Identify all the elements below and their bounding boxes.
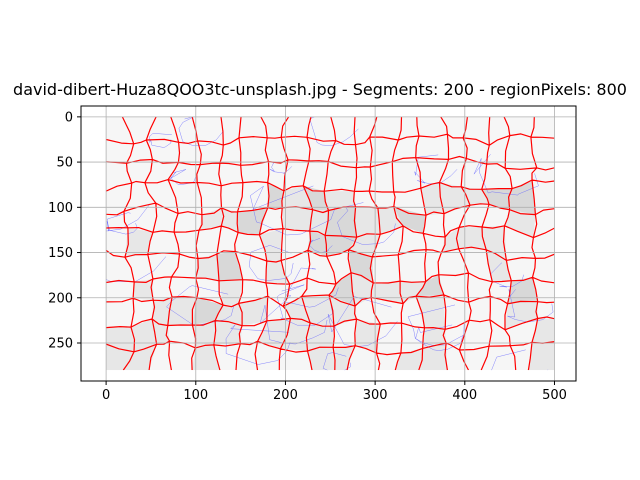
segment-cell (504, 209, 536, 238)
contour-line (309, 116, 359, 146)
segment-cell (348, 234, 381, 257)
segment-cell (216, 251, 243, 281)
y-tick-label: 200 (48, 291, 73, 306)
segment-cell (329, 295, 357, 327)
segment-cell (123, 344, 157, 371)
contour-line (489, 262, 524, 288)
segment-cell (303, 185, 329, 211)
segment-cell (213, 320, 243, 345)
segment-cell (439, 182, 470, 214)
segment-cell (325, 206, 357, 238)
segment-cell (192, 320, 216, 348)
segment-cell (415, 274, 444, 297)
contour-line (225, 324, 291, 365)
segment-cell (395, 348, 423, 371)
segment-boundary-lines (106, 116, 555, 371)
segment-cell (528, 341, 555, 371)
segmented-image (106, 116, 555, 371)
segment-cell (192, 344, 220, 371)
axes: 0 100 200 300 400 500 0 50 100 150 200 250 (48, 105, 577, 403)
x-tick-label: 400 (452, 388, 477, 403)
segment-cell (482, 225, 507, 261)
segment-cell (257, 318, 291, 349)
contour-line (166, 285, 235, 326)
x-tick-label: 0 (102, 388, 110, 403)
segment-cell (325, 235, 357, 257)
grid-lines (81, 106, 576, 381)
segment-cell (355, 319, 381, 354)
segment-cell (167, 297, 197, 326)
segment-cell (355, 206, 381, 238)
segment-cell (221, 207, 239, 233)
contour-line (106, 256, 167, 282)
segment-cell (531, 318, 555, 343)
contour-line (106, 203, 151, 232)
contour-line (250, 185, 336, 236)
y-tick-label: 50 (56, 156, 73, 171)
segment-cell (192, 297, 224, 326)
x-tick-label: 100 (183, 388, 208, 403)
segment-cell (219, 279, 243, 306)
segment-cell (309, 209, 329, 236)
contour-line (414, 154, 458, 185)
segment-cell (152, 297, 173, 326)
contour-line (309, 237, 333, 254)
x-tick-label: 500 (542, 388, 567, 403)
y-tick-label: 0 (65, 110, 73, 125)
segment-cell (481, 188, 513, 210)
segment-cell (265, 260, 290, 285)
contour-line (415, 324, 463, 351)
contour-line (337, 202, 396, 245)
x-tick-label: 200 (273, 388, 298, 403)
segment-cell (348, 249, 374, 283)
segment-cell (282, 207, 313, 232)
segment-cell (238, 296, 268, 326)
chart-title: david-dibert-Huza8QOO3tc-unsplash.jpg - … (13, 80, 627, 99)
y-tick-label: 100 (48, 201, 73, 216)
contour-line (248, 245, 294, 281)
y-tick-label: 150 (48, 246, 73, 261)
segment-cell (393, 206, 426, 234)
segment-cell (124, 227, 153, 258)
segment-cell (198, 207, 222, 231)
contour-line (259, 295, 328, 345)
segment-cell (458, 227, 487, 250)
segment-boundaries (106, 116, 555, 371)
contour-line (106, 212, 138, 235)
segment-cell (307, 347, 335, 371)
axes-frame (80, 105, 577, 382)
contour-line (491, 349, 549, 371)
segment-cell (441, 227, 460, 253)
segment-cell (131, 319, 157, 352)
contour-line (276, 284, 333, 326)
segment-cell (307, 322, 334, 352)
contour-line (322, 352, 351, 371)
contour-line (473, 154, 539, 196)
segment-cell (507, 277, 538, 304)
x-tick-label: 300 (363, 388, 388, 403)
segment-cell (324, 191, 356, 211)
segment-cell (195, 253, 220, 281)
segment-cell (377, 206, 404, 235)
segment-cell (282, 185, 313, 210)
segment-cell (106, 327, 134, 352)
segment-cell (418, 342, 448, 371)
contour-line (149, 133, 172, 148)
segment-cell (509, 180, 536, 215)
segment-cell (333, 345, 356, 371)
segment-cell (133, 278, 154, 301)
y-tick-label: 250 (48, 337, 73, 352)
segment-cell (307, 231, 327, 257)
contour-line (178, 116, 224, 146)
